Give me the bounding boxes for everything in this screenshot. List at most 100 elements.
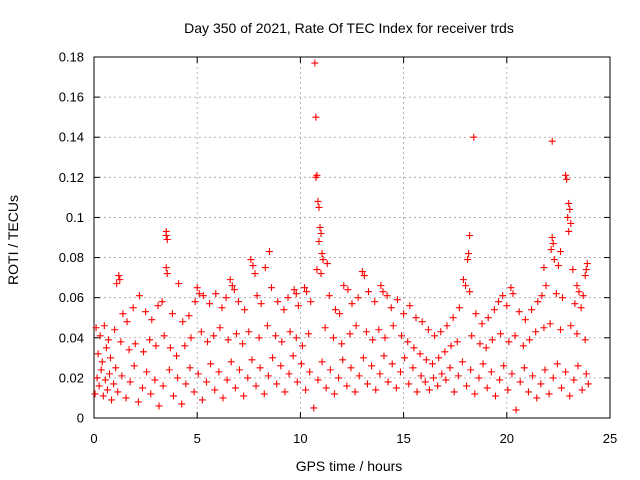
y-tick-label: 0.08 [59,250,84,265]
data-point [152,342,160,350]
data-point [193,284,201,292]
data-point [417,372,425,380]
data-point [226,276,234,284]
data-point [162,231,170,239]
data-point [289,352,297,360]
data-point [565,227,573,235]
data-point [269,354,277,362]
y-axis-label: ROTI / TECUs [5,195,21,285]
data-point [462,282,470,290]
data-point [264,372,272,380]
data-point [540,324,548,332]
data-point [482,344,490,352]
data-point [569,266,577,274]
data-point [94,350,102,358]
data-point [168,310,176,318]
data-point [191,298,199,306]
data-point [116,276,124,284]
data-point [140,348,148,356]
data-point [475,374,483,382]
data-point [118,372,126,380]
data-point [314,376,322,384]
data-point [521,316,529,324]
data-point [446,364,454,372]
data-point [122,394,130,402]
data-point [412,314,420,322]
data-point [174,374,182,382]
data-point [274,298,282,306]
data-point [173,352,181,360]
data-point [470,133,478,141]
data-point [151,376,159,384]
data-point [566,392,574,400]
data-point [509,290,517,298]
data-point [252,382,260,390]
data-point [387,304,395,312]
data-point [160,332,168,340]
data-point [194,370,202,378]
data-point [466,231,474,239]
data-point [273,380,281,388]
data-point [355,372,363,380]
data-point [546,320,554,328]
data-point [468,332,476,340]
data-point [278,338,286,346]
data-point [472,310,480,318]
data-point [265,248,273,256]
data-point [130,362,138,370]
data-point [559,294,567,302]
data-point [314,197,322,205]
data-point [315,238,323,246]
data-point [319,256,327,264]
data-point [146,336,154,344]
data-point [372,386,380,394]
data-point [166,344,174,352]
data-point [388,360,396,368]
data-point [93,374,101,382]
data-point [566,205,574,213]
data-point [97,366,105,374]
axis-ticks: 0 5 10 15 20 25 0 0.02 0.04 0.06 0.08 0.1 0.12 0.14 0.… [59,50,618,447]
data-point [281,388,289,396]
data-point [381,334,389,342]
data-point [317,229,325,237]
data-point [393,296,401,304]
x-tick-label: 20 [500,431,514,446]
data-point [562,368,570,376]
data-point [582,370,590,378]
data-point [376,370,384,378]
data-point [542,282,550,290]
data-point [232,330,240,338]
data-point [512,406,520,414]
data-point [428,360,436,368]
data-point [363,380,371,388]
y-tick-label: 0 [77,411,84,426]
data-point [256,364,264,372]
data-point [495,298,503,306]
data-point [253,292,261,300]
data-point [115,272,123,280]
data-point [578,386,586,394]
data-point [101,376,109,384]
data-point [139,384,147,392]
data-point [199,292,207,300]
data-point [114,388,122,396]
data-point [329,334,337,342]
data-point [318,250,326,258]
data-point [244,374,252,382]
data-point [519,342,527,350]
data-point [286,328,294,336]
data-point [135,292,143,300]
data-point [105,370,113,378]
data-point [293,378,301,386]
data-point [112,364,120,372]
data-point [441,348,449,356]
data-point [197,328,205,336]
data-point [343,382,351,390]
data-point [570,376,578,384]
x-tick-label: 25 [603,431,617,446]
data-point [187,334,195,342]
y-tick-label: 0.02 [59,370,84,385]
data-point [557,384,565,392]
